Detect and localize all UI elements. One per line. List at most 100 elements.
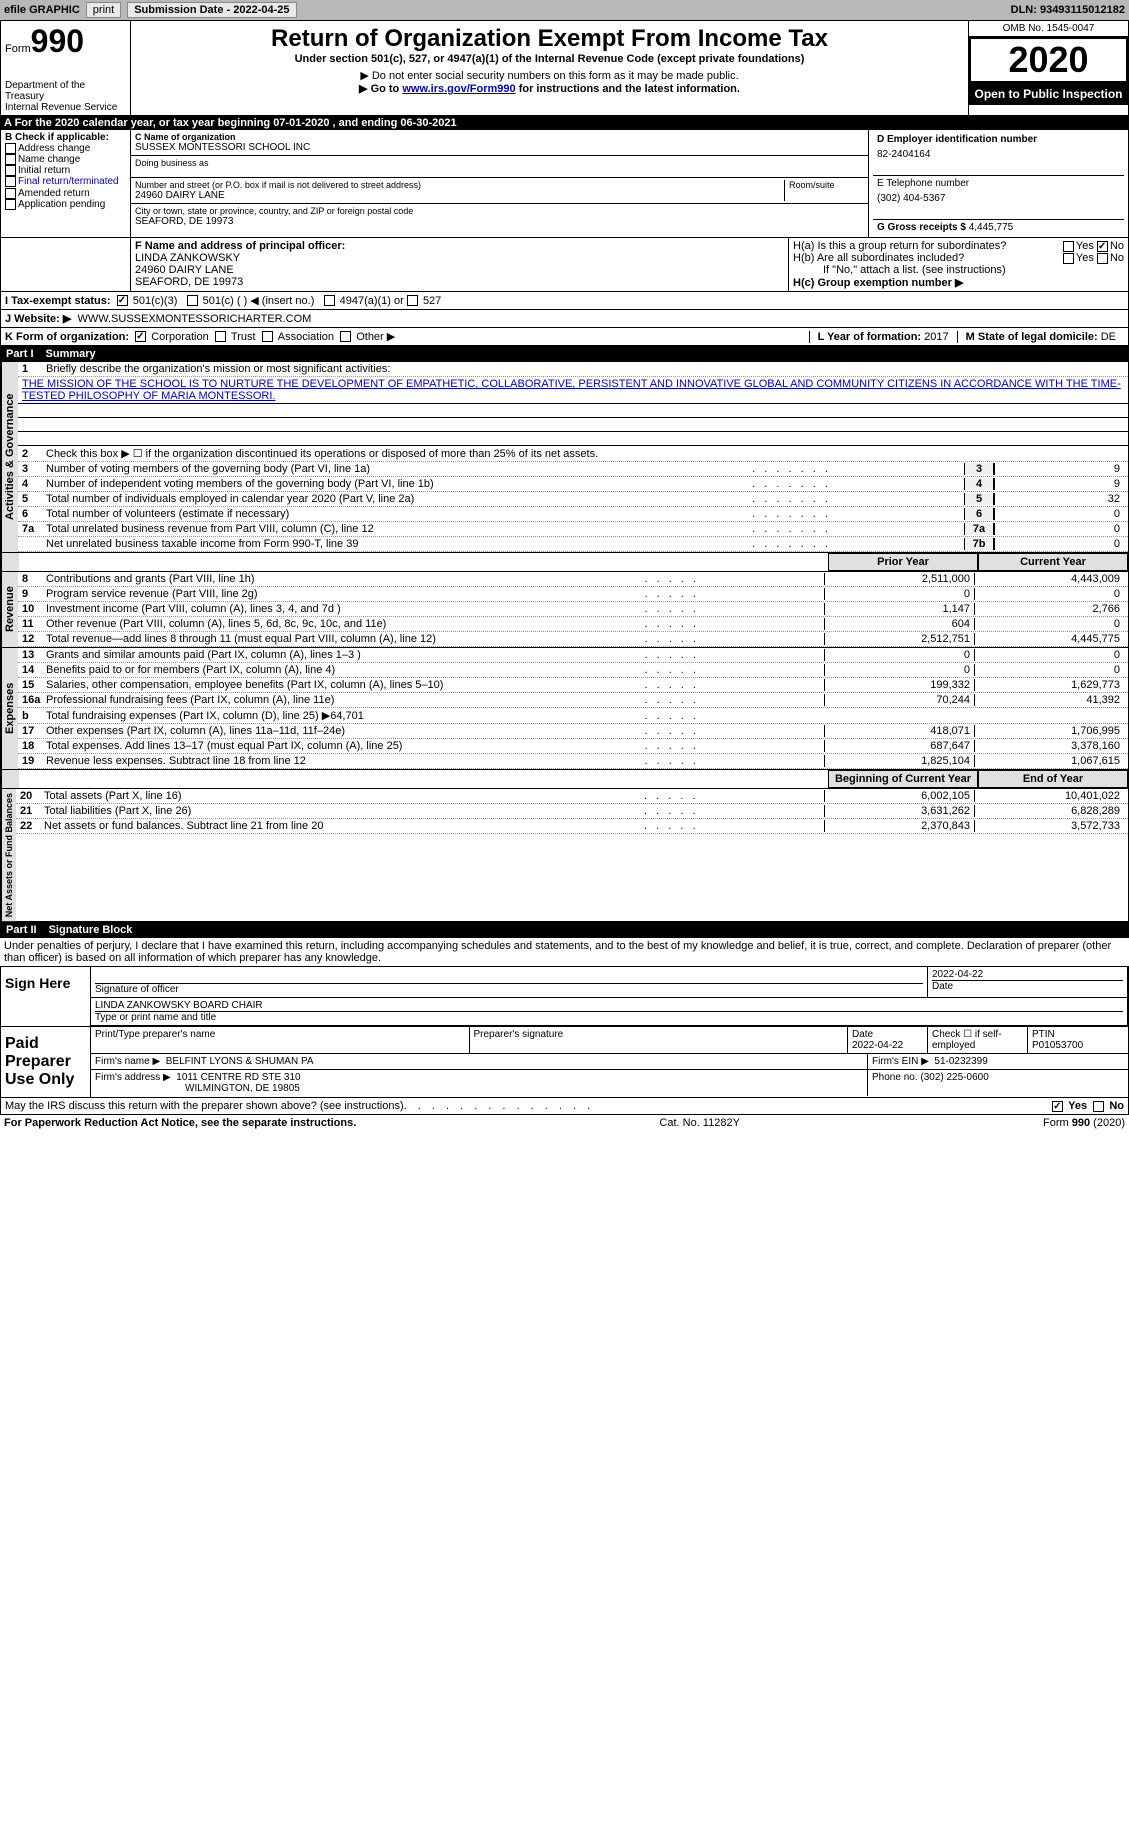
summary-line: 13Grants and similar amounts paid (Part …: [18, 648, 1128, 663]
summary-line: 17Other expenses (Part IX, column (A), l…: [18, 724, 1128, 739]
d-label: D Employer identification number: [877, 134, 1120, 145]
chk-501c[interactable]: [187, 295, 198, 306]
chk-4947[interactable]: [324, 295, 335, 306]
chk-527[interactable]: [407, 295, 418, 306]
summary-line: 16aProfessional fundraising fees (Part I…: [18, 693, 1128, 708]
top-toolbar: efile GRAPHIC print Submission Date - 20…: [0, 0, 1129, 20]
chk-corp[interactable]: [135, 331, 146, 342]
efile-label: efile GRAPHIC: [4, 4, 80, 16]
officer-addr: 24960 DAIRY LANE: [135, 264, 784, 276]
hb-yes[interactable]: [1063, 253, 1074, 264]
chk-amended[interactable]: Amended return: [5, 188, 126, 199]
col-begin: Beginning of Current Year: [828, 770, 978, 788]
form-header: Form990 Department of the Treasury Inter…: [0, 20, 1129, 116]
preparer-label: Paid Preparer Use Only: [1, 1027, 91, 1097]
firm-addr-label: Firm's address ▶: [95, 1072, 171, 1083]
ha-no[interactable]: [1097, 241, 1108, 252]
q2: Check this box ▶ ☐ if the organization d…: [46, 447, 1124, 460]
summary-line: Net unrelated business taxable income fr…: [18, 537, 1128, 552]
form-word: Form: [5, 43, 31, 55]
vert-net: Net Assets or Fund Balances: [1, 789, 16, 921]
print-button[interactable]: print: [86, 2, 121, 18]
summary-line: 4Number of independent voting members of…: [18, 477, 1128, 492]
firm-name-label: Firm's name ▶: [95, 1056, 160, 1067]
vert-governance: Activities & Governance: [1, 362, 18, 552]
self-employed: Check ☐ if self-employed: [928, 1027, 1028, 1053]
sign-here-label: Sign Here: [1, 967, 91, 1026]
dept-irs: Internal Revenue Service: [5, 102, 126, 113]
form-org-row: K Form of organization: Corporation Trus…: [0, 328, 1129, 346]
prep-date-label: Date: [852, 1029, 923, 1040]
mission-blank1: [18, 404, 1128, 418]
h-a: H(a) Is this a group return for subordin…: [793, 240, 1124, 252]
chk-address[interactable]: Address change: [5, 143, 126, 154]
chk-501c3[interactable]: [117, 295, 128, 306]
summary-line: 5Total number of individuals employed in…: [18, 492, 1128, 507]
summary-line: 6Total number of volunteers (estimate if…: [18, 507, 1128, 522]
firm-name: BELFINT LYONS & SHUMAN PA: [166, 1056, 314, 1067]
state-domicile: DE: [1101, 331, 1116, 343]
revenue-section: Revenue 8Contributions and grants (Part …: [0, 572, 1129, 648]
summary-line: 18Total expenses. Add lines 13–17 (must …: [18, 739, 1128, 754]
q1: Briefly describe the organization's miss…: [46, 363, 1124, 375]
irs-link[interactable]: www.irs.gov/Form990: [402, 83, 515, 95]
footer-right: Form 990 (2020): [1043, 1117, 1125, 1129]
discuss-no[interactable]: [1093, 1101, 1104, 1112]
chk-pending[interactable]: Application pending: [5, 199, 126, 210]
footer-left: For Paperwork Reduction Act Notice, see …: [4, 1117, 356, 1129]
mission-text: THE MISSION OF THE SCHOOL IS TO NURTURE …: [18, 377, 1128, 404]
ptin-label: PTIN: [1032, 1029, 1124, 1040]
discuss-q: May the IRS discuss this return with the…: [5, 1100, 404, 1112]
prep-sig-label: Preparer's signature: [470, 1027, 849, 1053]
discuss-row: May the IRS discuss this return with the…: [0, 1098, 1129, 1115]
chk-other[interactable]: [340, 331, 351, 342]
summary-line: 22Net assets or fund balances. Subtract …: [16, 819, 1128, 834]
tax-year: 2020: [969, 37, 1128, 83]
chk-assoc[interactable]: [262, 331, 273, 342]
b-label: B Check if applicable:: [5, 132, 126, 143]
preparer-block: Paid Preparer Use Only Print/Type prepar…: [0, 1027, 1129, 1098]
page-footer: For Paperwork Reduction Act Notice, see …: [0, 1115, 1129, 1131]
summary-line: 11Other revenue (Part VIII, column (A), …: [18, 617, 1128, 632]
ein: 82-2404164: [877, 149, 1120, 160]
chk-trust[interactable]: [215, 331, 226, 342]
addr-label: Number and street (or P.O. box if mail i…: [135, 180, 784, 190]
chk-name[interactable]: Name change: [5, 154, 126, 165]
info-block: B Check if applicable: Address change Na…: [0, 130, 1129, 238]
tax-status-row: I Tax-exempt status: 501(c)(3) 501(c) ( …: [0, 292, 1129, 310]
officer-city: SEAFORD, DE 19973: [135, 276, 784, 288]
h-c: H(c) Group exemption number ▶: [793, 276, 1124, 289]
firm-phone-label: Phone no.: [872, 1072, 920, 1083]
net-header-row: Beginning of Current Year End of Year: [0, 770, 1129, 789]
j-label: J Website: ▶: [5, 312, 71, 325]
summary-line: 10Investment income (Part VIII, column (…: [18, 602, 1128, 617]
part1-header: Part I Summary: [0, 346, 1129, 362]
part2-header: Part II Signature Block: [0, 922, 1129, 938]
form-title: Return of Organization Exempt From Incom…: [135, 25, 964, 53]
website: WWW.SUSSEXMONTESSORICHARTER.COM: [77, 313, 311, 325]
firm-ein: 51-0232399: [934, 1056, 987, 1067]
officer-print-name: LINDA ZANKOWSKY BOARD CHAIR: [95, 1000, 1123, 1011]
rev-header-row: Prior Year Current Year: [0, 553, 1129, 572]
hb-no[interactable]: [1097, 253, 1108, 264]
summary-line: 7aTotal unrelated business revenue from …: [18, 522, 1128, 537]
phone: (302) 404-5367: [877, 193, 1120, 204]
firm-addr2: WILMINGTON, DE 19805: [95, 1083, 863, 1094]
ha-yes[interactable]: [1063, 241, 1074, 252]
netassets-section: Net Assets or Fund Balances 20Total asse…: [0, 789, 1129, 922]
vert-revenue: Revenue: [1, 572, 18, 647]
summary-line: 8Contributions and grants (Part VIII, li…: [18, 572, 1128, 587]
c-name-label: C Name of organization: [135, 132, 864, 142]
summary-line: 3Number of voting members of the governi…: [18, 462, 1128, 477]
summary-line: 15Salaries, other compensation, employee…: [18, 678, 1128, 693]
chk-initial[interactable]: Initial return: [5, 165, 126, 176]
e-label: E Telephone number: [877, 178, 1120, 189]
org-city: SEAFORD, DE 19973: [135, 216, 864, 227]
form-note2: ▶ Go to www.irs.gov/Form990 for instruct…: [135, 82, 964, 95]
mission-blank2: [18, 418, 1128, 432]
dba-label: Doing business as: [135, 158, 864, 168]
chk-final[interactable]: Final return/terminated: [5, 176, 126, 187]
org-name: SUSSEX MONTESSORI SCHOOL INC: [135, 142, 864, 153]
discuss-yes[interactable]: [1052, 1101, 1063, 1112]
f-label: F Name and address of principal officer:: [135, 240, 784, 252]
